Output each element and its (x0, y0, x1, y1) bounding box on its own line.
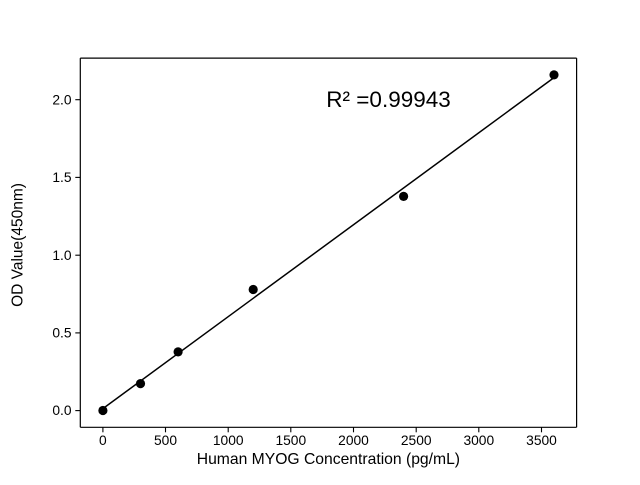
svg-text:1.5: 1.5 (52, 170, 72, 185)
svg-text:OD Value(450nm): OD Value(450nm) (10, 183, 27, 307)
svg-text:1000: 1000 (213, 433, 244, 448)
svg-text:0.5: 0.5 (52, 326, 72, 341)
svg-text:500: 500 (154, 433, 177, 448)
svg-text:2000: 2000 (338, 433, 369, 448)
svg-text:Human MYOG Concentration (pg/m: Human MYOG Concentration (pg/mL) (197, 451, 460, 468)
svg-text:3500: 3500 (526, 433, 557, 448)
svg-text:0: 0 (99, 433, 107, 448)
svg-text:R² =0.99943: R² =0.99943 (326, 87, 450, 112)
svg-text:1500: 1500 (275, 433, 306, 448)
svg-text:2500: 2500 (401, 433, 432, 448)
svg-text:3000: 3000 (463, 433, 494, 448)
svg-text:0.0: 0.0 (52, 403, 72, 418)
svg-text:2.0: 2.0 (52, 92, 72, 107)
svg-text:1.0: 1.0 (52, 248, 72, 263)
